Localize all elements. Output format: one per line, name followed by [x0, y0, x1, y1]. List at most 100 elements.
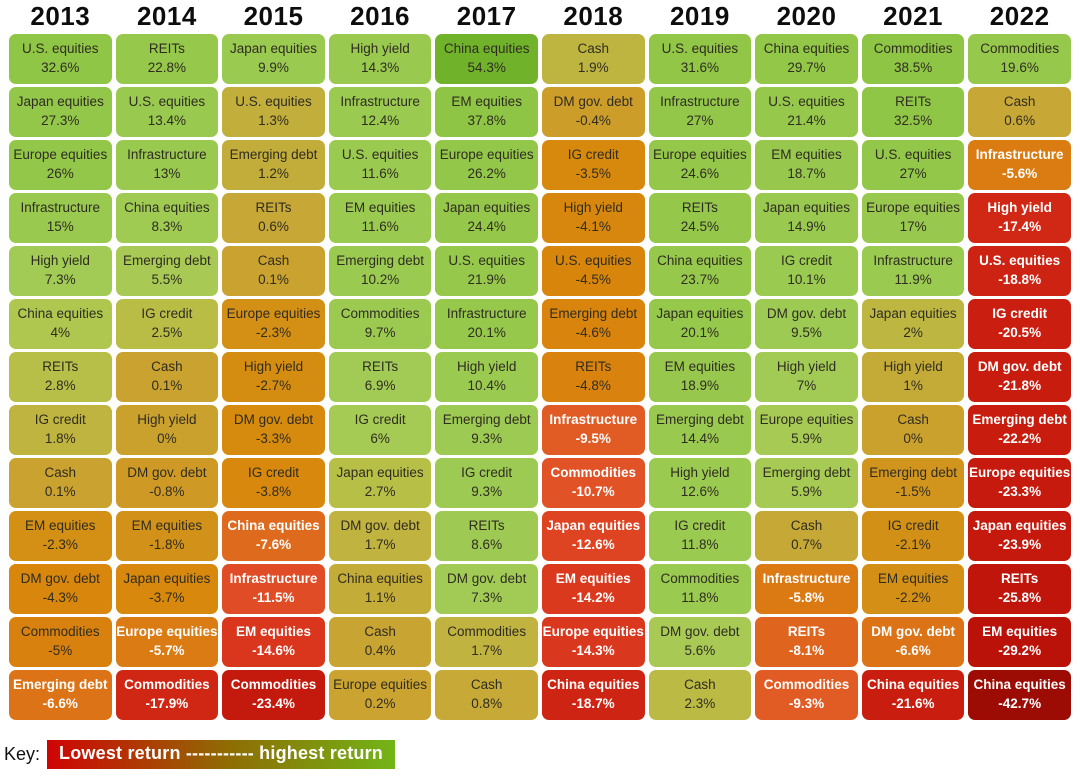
return-value: -5.8%: [788, 590, 825, 605]
asset-label: China equities: [443, 41, 530, 57]
asset-label: Commodities: [660, 571, 740, 587]
return-cell: DM gov. debt 1.7%: [328, 511, 432, 561]
return-value: 38.5%: [893, 60, 933, 75]
return-cell: DM gov. debt -4.3%: [9, 564, 112, 614]
return-value: 0.4%: [364, 643, 396, 658]
return-value: 17%: [899, 219, 927, 234]
return-cell: China equities 54.3%: [435, 34, 538, 84]
return-value: -12.6%: [571, 537, 615, 552]
return-cell: REITs 24.5%: [648, 193, 752, 243]
return-value: 9.3%: [471, 431, 503, 446]
key-row: Key: Lowest return ----------- highest r…: [4, 740, 1080, 769]
asset-label: IG credit: [992, 306, 1048, 322]
return-value: 12.4%: [360, 113, 400, 128]
return-cell: Emerging debt -22.2%: [968, 405, 1071, 455]
return-cell: DM gov. debt -0.8%: [115, 458, 219, 508]
return-cell: China equities 4%: [9, 299, 112, 349]
return-cell: REITs -8.1%: [755, 617, 858, 667]
return-value: -29.2%: [998, 643, 1042, 658]
return-cell: Europe equities -14.3%: [541, 617, 645, 667]
asset-label: Infrastructure: [446, 306, 527, 322]
return-value: 2.8%: [44, 378, 76, 393]
return-cell: DM gov. debt -6.6%: [861, 617, 965, 667]
return-cell: Cash 2.3%: [648, 670, 752, 720]
return-value: -3.5%: [575, 166, 611, 181]
return-value: 8.6%: [471, 537, 503, 552]
return-cell: Europe equities -5.7%: [115, 617, 219, 667]
return-value: -22.2%: [998, 431, 1042, 446]
return-value: 27%: [686, 113, 714, 128]
return-cell: Europe equities 26%: [9, 140, 112, 190]
return-value: 0%: [903, 431, 923, 446]
return-cell: Japan equities -12.6%: [541, 511, 645, 561]
return-cell: High yield -2.7%: [222, 352, 325, 402]
return-cell: Infrastructure 15%: [9, 193, 112, 243]
asset-label: Japan equities: [16, 94, 104, 110]
return-cell: Cash 0.6%: [968, 87, 1071, 137]
return-cell: Emerging debt 9.3%: [435, 405, 538, 455]
return-value: 11.8%: [681, 537, 719, 552]
asset-label: High yield: [776, 359, 837, 375]
year-header: 2022: [989, 1, 1050, 31]
asset-label: DM gov. debt: [977, 359, 1062, 375]
return-value: 10.2%: [360, 272, 400, 287]
return-cell: IG credit 10.1%: [755, 246, 858, 296]
return-value: 9.5%: [791, 325, 822, 340]
asset-label: High yield: [563, 200, 623, 216]
asset-label: China equities: [657, 253, 743, 269]
return-cell: Japan equities 24.4%: [435, 193, 538, 243]
return-value: 11.6%: [361, 166, 399, 181]
return-value: 10.4%: [467, 378, 506, 393]
asset-label: High yield: [457, 359, 517, 375]
asset-label: IG credit: [780, 253, 832, 269]
return-value: 24.6%: [680, 166, 720, 181]
return-cell: High yield -17.4%: [968, 193, 1071, 243]
return-cell: China equities 29.7%: [755, 34, 858, 84]
asset-label: IG credit: [674, 518, 726, 534]
return-cell: High yield 0%: [115, 405, 219, 455]
return-cell: Emerging debt -6.6%: [9, 670, 112, 720]
return-cell: Japan equities 2%: [861, 299, 965, 349]
return-cell: EM equities -2.2%: [861, 564, 965, 614]
return-cell: Europe equities 24.6%: [648, 140, 752, 190]
return-cell: U.S. equities 32.6%: [9, 34, 112, 84]
asset-label: REITs: [787, 624, 826, 640]
asset-label: U.S. equities: [555, 253, 632, 269]
return-cell: Commodities -10.7%: [541, 458, 645, 508]
return-cell: Emerging debt 1.2%: [222, 140, 325, 190]
asset-label: REITs: [575, 359, 612, 375]
asset-label: REITs: [895, 94, 932, 110]
return-cell: Europe equities 5.9%: [755, 405, 858, 455]
asset-label: China equities: [866, 677, 960, 693]
asset-label: EM equities: [131, 518, 203, 534]
return-value: 9.9%: [258, 60, 289, 75]
asset-label: U.S. equities: [341, 147, 419, 163]
asset-label: IG credit: [887, 518, 939, 534]
key-label: Key:: [4, 744, 41, 764]
return-cell: Commodities 11.8%: [648, 564, 752, 614]
return-cell: IG credit 9.3%: [435, 458, 538, 508]
return-cell: Infrastructure 12.4%: [328, 87, 432, 137]
return-value: 8.3%: [151, 219, 183, 234]
asset-label: Japan equities: [869, 306, 957, 322]
asset-label: Infrastructure: [660, 94, 740, 110]
return-value: -1.8%: [149, 537, 185, 552]
return-value: 14.4%: [680, 431, 720, 446]
asset-label: Commodities: [124, 677, 210, 693]
return-cell: Cash 0.1%: [9, 458, 112, 508]
return-cell: China equities 8.3%: [115, 193, 219, 243]
return-cell: IG credit 2.5%: [115, 299, 219, 349]
return-cell: Japan equities 27.3%: [9, 87, 112, 137]
return-cell: Japan equities -23.9%: [968, 511, 1071, 561]
return-value: 1.2%: [258, 166, 289, 181]
return-cell: DM gov. debt 7.3%: [435, 564, 538, 614]
return-value: -1.5%: [895, 484, 931, 499]
return-cell: Cash 0.7%: [755, 511, 858, 561]
return-cell: EM equities 18.7%: [755, 140, 858, 190]
return-cell: REITs 8.6%: [435, 511, 538, 561]
year-header: 2015: [243, 1, 304, 31]
asset-label: IG credit: [461, 465, 513, 481]
asset-label: Emerging debt: [122, 253, 211, 269]
asset-label: U.S. equities: [128, 94, 206, 110]
asset-label: China equities: [547, 677, 640, 693]
